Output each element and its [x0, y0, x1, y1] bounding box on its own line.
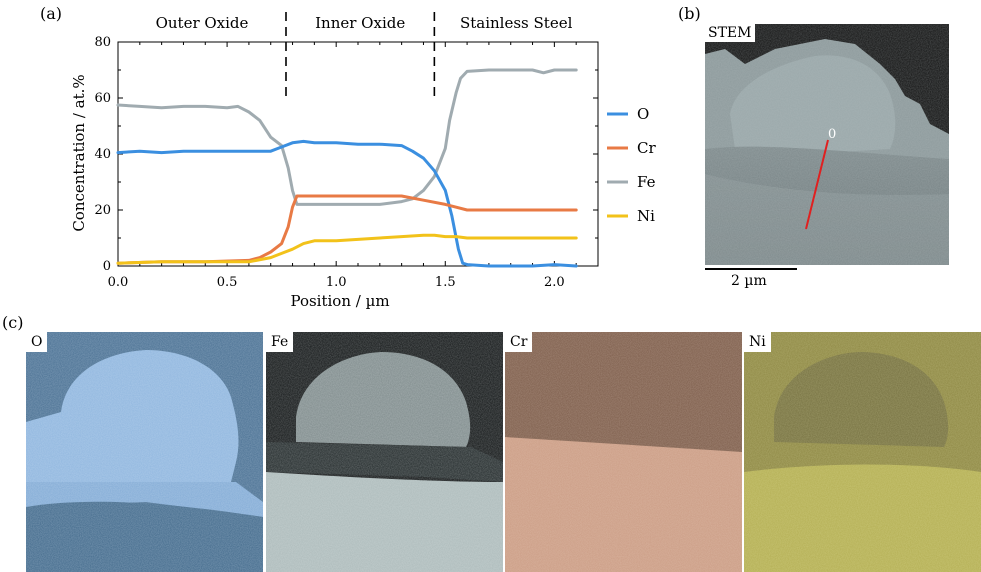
legend-label-ni: Ni — [637, 207, 655, 225]
legend-label-fe: Fe — [637, 173, 656, 191]
region-label: Inner Oxide — [315, 14, 405, 32]
x-tick-label: 0.0 — [108, 275, 129, 290]
series-line-fe — [116, 68, 578, 206]
map-label-fe: Fe — [266, 332, 294, 352]
x-tick-label: 1.0 — [326, 275, 347, 290]
x-axis-title: Position / µm — [290, 292, 389, 310]
chart-legend: O Cr Fe Ni — [607, 105, 656, 225]
region-label: Outer Oxide — [156, 14, 249, 32]
eds-map-o: O — [26, 332, 263, 572]
panel-label-c: (c) — [2, 313, 24, 332]
y-tick-label: 0 — [103, 259, 111, 274]
linescan-start-marker: 0 — [828, 127, 836, 142]
legend-label-cr: Cr — [637, 139, 656, 157]
eds-map-ni: Ni — [744, 332, 981, 572]
panel-label-b: (b) — [678, 4, 701, 23]
x-tick-label: 2.0 — [544, 275, 565, 290]
concentration-profile-chart: Outer Oxide Inner Oxide Stainless Steel 0.… — [70, 12, 656, 310]
stem-image: 0 STEM — [705, 24, 949, 265]
fe-map-image — [266, 332, 503, 572]
stem-label: STEM — [705, 24, 756, 42]
ni-map-image — [744, 332, 981, 572]
x-tick-label: 1.5 — [435, 275, 456, 290]
plot-frame — [117, 41, 599, 267]
map-label-cr: Cr — [505, 332, 533, 352]
y-tick-label: 20 — [94, 203, 111, 218]
region-label: Stainless Steel — [460, 14, 573, 32]
cr-map-image — [505, 332, 742, 572]
legend-label-o: O — [637, 105, 649, 123]
series-line-cr — [116, 194, 578, 265]
region-labels: Outer Oxide Inner Oxide Stainless Steel — [156, 14, 573, 32]
stem-micrograph: 0 — [705, 24, 949, 265]
x-tick-label: 0.5 — [217, 275, 238, 290]
scale-bar — [705, 268, 797, 270]
series-line-o — [116, 139, 578, 268]
map-label-ni: Ni — [744, 332, 771, 352]
eds-map-cr: Cr — [505, 332, 742, 572]
linescan-line — [805, 139, 829, 230]
y-tick-label: 80 — [94, 35, 111, 50]
scale-bar-label: 2 µm — [731, 273, 767, 289]
series-line-ni — [116, 233, 578, 265]
chart-series — [116, 68, 578, 268]
o-map-image — [26, 332, 263, 572]
panel-label-a: (a) — [40, 4, 63, 23]
eds-map-fe: Fe — [266, 332, 503, 572]
y-tick-label: 60 — [94, 91, 111, 106]
y-tick-label: 40 — [94, 147, 111, 162]
map-label-o: O — [26, 332, 48, 352]
y-axis-title: Concentration / at.% — [70, 74, 88, 231]
chart-axes: 0.0 0.5 1.0 1.5 2.0 0 20 40 60 80 — [94, 35, 599, 290]
